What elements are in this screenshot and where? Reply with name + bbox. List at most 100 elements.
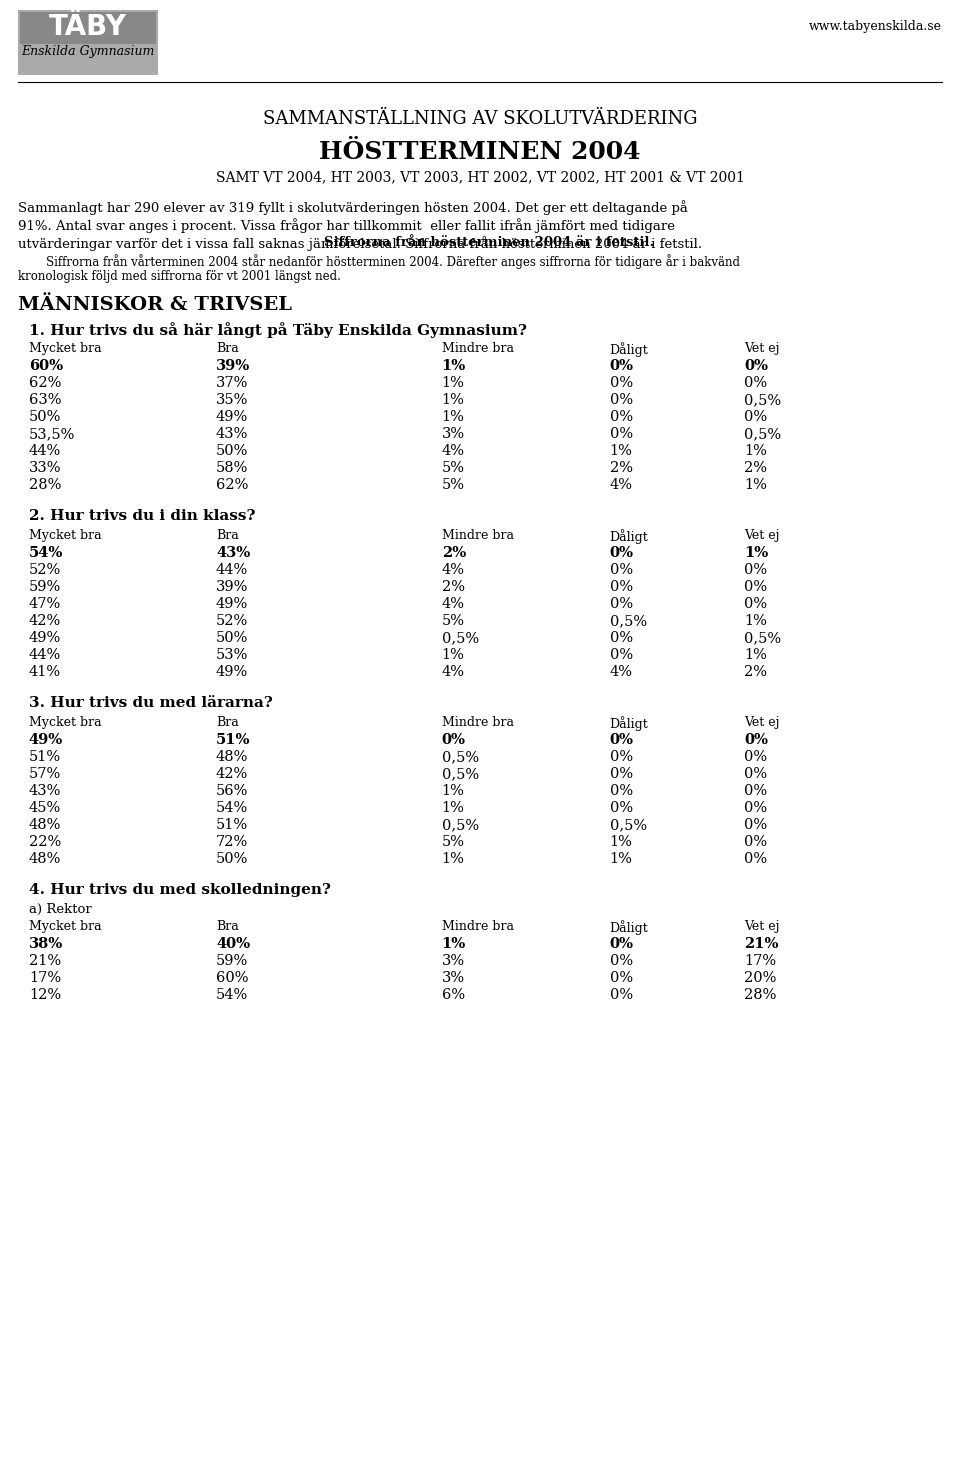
Text: 51%: 51% xyxy=(216,733,251,747)
Text: 54%: 54% xyxy=(216,801,249,815)
Text: 1%: 1% xyxy=(744,546,768,560)
Text: 21%: 21% xyxy=(744,936,779,951)
Text: 56%: 56% xyxy=(216,784,249,798)
Text: 1%: 1% xyxy=(442,852,465,866)
Text: 44%: 44% xyxy=(216,563,249,578)
Text: 0%: 0% xyxy=(744,563,767,578)
Text: 2. Hur trivs du i din klass?: 2. Hur trivs du i din klass? xyxy=(29,510,255,523)
Text: 0%: 0% xyxy=(610,393,633,408)
Text: 21%: 21% xyxy=(29,954,60,967)
Text: 0,5%: 0,5% xyxy=(744,631,781,645)
Text: 12%: 12% xyxy=(29,988,60,1001)
Text: Dåligt: Dåligt xyxy=(610,920,648,935)
Text: 59%: 59% xyxy=(216,954,249,967)
Text: 49%: 49% xyxy=(216,411,249,424)
Text: 43%: 43% xyxy=(216,546,251,560)
Text: 0%: 0% xyxy=(610,767,633,781)
Text: 0%: 0% xyxy=(744,359,768,374)
Text: 0%: 0% xyxy=(610,733,634,747)
Text: 0%: 0% xyxy=(744,835,767,849)
Text: 28%: 28% xyxy=(744,988,777,1001)
Text: 0%: 0% xyxy=(744,411,767,424)
Text: 0%: 0% xyxy=(744,801,767,815)
Text: 0%: 0% xyxy=(744,750,767,764)
Text: 2%: 2% xyxy=(442,546,466,560)
Text: Mycket bra: Mycket bra xyxy=(29,529,102,542)
Text: 38%: 38% xyxy=(29,936,63,951)
Text: 1%: 1% xyxy=(744,479,767,492)
Text: 0%: 0% xyxy=(610,359,634,374)
Text: 0%: 0% xyxy=(744,767,767,781)
Text: Mindre bra: Mindre bra xyxy=(442,529,514,542)
Text: TÄBY: TÄBY xyxy=(49,13,127,41)
Text: Mycket bra: Mycket bra xyxy=(29,343,102,354)
Text: 54%: 54% xyxy=(216,988,249,1001)
Text: 43%: 43% xyxy=(216,427,249,442)
Text: 0%: 0% xyxy=(744,818,767,832)
Bar xyxy=(20,12,156,44)
Text: 39%: 39% xyxy=(216,359,251,374)
Text: 0,5%: 0,5% xyxy=(610,818,647,832)
Text: 62%: 62% xyxy=(216,479,249,492)
Text: 4%: 4% xyxy=(442,445,465,458)
Text: 0,5%: 0,5% xyxy=(442,818,479,832)
Text: 0%: 0% xyxy=(610,377,633,390)
Text: 0%: 0% xyxy=(442,733,466,747)
Text: Siffrorna från vårterminen 2004 står nedanför höstterminen 2004. Därefter anges : Siffrorna från vårterminen 2004 står ned… xyxy=(46,254,740,269)
Text: 52%: 52% xyxy=(216,614,249,628)
Text: Dåligt: Dåligt xyxy=(610,343,648,357)
Text: 0%: 0% xyxy=(744,733,768,747)
Text: 51%: 51% xyxy=(29,750,60,764)
Text: 33%: 33% xyxy=(29,461,61,476)
Text: 1%: 1% xyxy=(610,835,633,849)
Text: SAMT VT 2004, HT 2003, VT 2003, HT 2002, VT 2002, HT 2001 & VT 2001: SAMT VT 2004, HT 2003, VT 2003, HT 2002,… xyxy=(216,170,744,185)
Text: 45%: 45% xyxy=(29,801,61,815)
Text: 49%: 49% xyxy=(29,733,63,747)
Text: 3. Hur trivs du med lärarna?: 3. Hur trivs du med lärarna? xyxy=(29,696,273,710)
Text: 44%: 44% xyxy=(29,648,61,662)
Text: 4. Hur trivs du med skolledningen?: 4. Hur trivs du med skolledningen? xyxy=(29,883,330,897)
Text: 48%: 48% xyxy=(216,750,249,764)
Text: 42%: 42% xyxy=(29,614,61,628)
Text: 0,5%: 0,5% xyxy=(744,427,781,442)
Text: 0%: 0% xyxy=(610,936,634,951)
Text: 1%: 1% xyxy=(442,801,465,815)
Text: 0%: 0% xyxy=(610,954,633,967)
Text: 0%: 0% xyxy=(610,546,634,560)
Text: 2%: 2% xyxy=(744,665,767,679)
Text: 3%: 3% xyxy=(442,970,465,985)
Text: 0%: 0% xyxy=(744,597,767,611)
Text: 5%: 5% xyxy=(442,614,465,628)
Text: HÖSTTERMINEN 2004: HÖSTTERMINEN 2004 xyxy=(320,140,640,164)
Text: 1%: 1% xyxy=(744,648,767,662)
Text: 0%: 0% xyxy=(610,750,633,764)
Text: Mindre bra: Mindre bra xyxy=(442,716,514,730)
Text: 42%: 42% xyxy=(216,767,249,781)
Text: Mindre bra: Mindre bra xyxy=(442,920,514,933)
Text: 1%: 1% xyxy=(442,648,465,662)
Text: Vet ej: Vet ej xyxy=(744,716,780,730)
Text: 41%: 41% xyxy=(29,665,60,679)
Text: 54%: 54% xyxy=(29,546,63,560)
Text: 1%: 1% xyxy=(442,359,466,374)
Text: 0%: 0% xyxy=(610,631,633,645)
Text: Vet ej: Vet ej xyxy=(744,343,780,354)
Text: 0,5%: 0,5% xyxy=(610,614,647,628)
Text: 0%: 0% xyxy=(610,648,633,662)
Text: 4%: 4% xyxy=(442,665,465,679)
Text: utvärderingar varför det i vissa fall saknas jämförelsetal. Siffrorna från höstt: utvärderingar varför det i vissa fall sa… xyxy=(18,236,702,251)
Text: 1%: 1% xyxy=(442,411,465,424)
Text: 2%: 2% xyxy=(610,461,633,476)
Text: 0,5%: 0,5% xyxy=(442,750,479,764)
Text: Mindre bra: Mindre bra xyxy=(442,343,514,354)
Text: 60%: 60% xyxy=(216,970,249,985)
Text: 22%: 22% xyxy=(29,835,61,849)
Text: 1. Hur trivs du så här långt på Täby Enskilda Gymnasium?: 1. Hur trivs du så här långt på Täby Ens… xyxy=(29,322,527,338)
Text: 1%: 1% xyxy=(744,614,767,628)
Text: 0%: 0% xyxy=(610,970,633,985)
Text: 4%: 4% xyxy=(610,665,633,679)
Text: 1%: 1% xyxy=(442,936,466,951)
Text: 17%: 17% xyxy=(744,954,776,967)
Text: 48%: 48% xyxy=(29,818,61,832)
Text: Sammanlagt har 290 elever av 319 fyllt i skolutvärderingen hösten 2004. Det ger : Sammanlagt har 290 elever av 319 fyllt i… xyxy=(18,199,688,214)
